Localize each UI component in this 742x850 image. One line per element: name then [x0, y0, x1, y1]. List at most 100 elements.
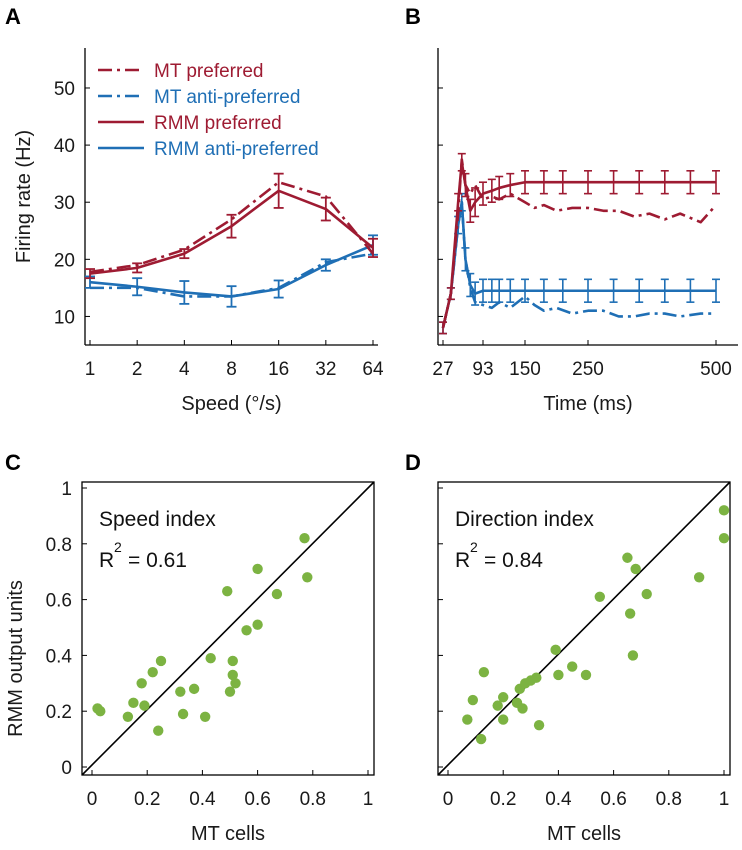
scatter-point — [299, 533, 310, 544]
y-tick-label: 0.2 — [46, 702, 72, 723]
scatter-point — [302, 572, 313, 583]
plot-frame — [437, 481, 731, 776]
panel-d: D 0 0.2 0.4 0.6 0.8 1 MT cells Direction index R2… — [405, 450, 731, 845]
scatter-point — [622, 552, 633, 563]
legend-label: RMM preferred — [154, 113, 282, 134]
scatter-point — [718, 505, 730, 516]
x-tick-label: 93 — [472, 359, 493, 380]
x-tick-label: 150 — [509, 359, 541, 380]
scatter-point — [533, 719, 545, 731]
scatter-point — [567, 661, 578, 672]
scatter-point — [222, 586, 233, 597]
scatter-point — [139, 700, 150, 711]
scatter-point — [155, 655, 167, 667]
scatter-point — [230, 678, 241, 689]
panel-letter-b: B — [405, 4, 421, 29]
x-tick-label: 0.4 — [545, 789, 572, 810]
scatter-point — [475, 733, 487, 745]
y-tick-label: 50 — [54, 79, 75, 100]
x-tick-label: 0.6 — [600, 789, 626, 810]
x-tick-label: 1 — [363, 789, 374, 810]
plot-frame — [81, 481, 375, 776]
x-tick-label: 1 — [85, 359, 96, 380]
y-tick-label: 0.8 — [46, 535, 72, 556]
x-tick-label: 0.8 — [300, 789, 326, 810]
scatter-point — [580, 669, 592, 681]
scatter-point — [627, 650, 639, 661]
x-tick-label: 0.8 — [656, 789, 682, 810]
scatter-point — [175, 686, 186, 697]
identity-line — [437, 481, 731, 776]
panel-letter: D — [405, 450, 421, 475]
scatter-point — [624, 608, 636, 619]
y-tick-label: 40 — [54, 136, 75, 157]
scatter-point — [630, 563, 641, 575]
x-tick-label: 4 — [179, 359, 190, 380]
legend-label: RMM anti-preferred — [154, 139, 319, 160]
scatter-point — [517, 703, 528, 714]
scatter-point — [498, 692, 509, 703]
x-tick-label: 0.2 — [490, 789, 516, 810]
y-axis-label: RMM output units — [5, 580, 27, 737]
scatter-point — [227, 655, 238, 667]
panel-c: C 0 0.2 0.4 0.6 0.8 1 0 0.2 0.4 0.6 0.8 1 MT cells RMM… — [5, 450, 375, 845]
series-line — [441, 160, 716, 329]
y-tick-label: 0 — [61, 758, 72, 779]
x-axis-label: MT cells — [547, 823, 621, 845]
scatter-point — [224, 686, 236, 697]
x-tick-label: 0.2 — [134, 789, 160, 810]
x-tick-label: 32 — [315, 359, 336, 380]
panel-b: B 27 93 150 250 500 Time (ms) — [405, 4, 738, 415]
scatter-point — [199, 711, 211, 722]
r2-exponent: 2 — [114, 539, 122, 555]
scatter-point — [177, 708, 189, 720]
scatter-point — [718, 533, 730, 544]
scatter-point — [594, 591, 605, 603]
r2-symbol: R — [99, 549, 114, 572]
scatter-point — [462, 714, 473, 725]
y-tick-label: 10 — [54, 307, 75, 328]
scatter-point — [693, 572, 705, 583]
x-tick-label: 0 — [87, 789, 98, 810]
scatter-point — [136, 678, 147, 689]
x-tick-label: 0 — [443, 789, 454, 810]
x-axis-label: Speed (°/s) — [181, 393, 281, 415]
x-tick-label: 64 — [362, 359, 384, 380]
scatter-point — [205, 652, 216, 664]
y-tick-label: 1 — [61, 479, 72, 500]
panel-a: A 10 20 30 40 50 1 2 4 8 16 32 64 Speed (°/s) Firing r… — [5, 4, 384, 415]
r2-value: = 0.84 — [484, 549, 543, 572]
r2-value: = 0.61 — [128, 549, 187, 572]
scatter-point — [252, 619, 263, 630]
panel-letter: C — [5, 450, 21, 475]
r2-symbol: R — [455, 549, 470, 572]
x-axis-label: Time (ms) — [543, 393, 632, 415]
x-tick-label: 0.4 — [189, 789, 216, 810]
scatter-point — [531, 672, 542, 683]
scatter-point — [550, 644, 561, 656]
scatter-point — [467, 694, 479, 706]
y-tick-label: 0.4 — [46, 646, 73, 667]
scatter-point — [95, 706, 106, 717]
scatter-point — [147, 666, 158, 678]
x-tick-label: 1 — [719, 789, 730, 810]
x-axis-label: MT cells — [191, 823, 265, 845]
x-tick-label: 27 — [432, 359, 453, 380]
x-tick-label: 16 — [268, 359, 289, 380]
identity-line — [81, 481, 375, 776]
x-tick-label: 500 — [700, 359, 732, 380]
scatter-point — [553, 669, 564, 681]
y-axis-label: Firing rate (Hz) — [13, 130, 35, 263]
scatter-point — [498, 714, 509, 725]
series-line — [441, 200, 716, 329]
panel-letter-a: A — [5, 4, 21, 29]
r2-exponent: 2 — [470, 539, 478, 555]
legend-label: MT anti-preferred — [154, 87, 300, 108]
scatter-point — [227, 669, 238, 681]
x-tick-label: 2 — [132, 359, 143, 380]
scatter-point — [641, 588, 652, 600]
scatter-point — [153, 725, 164, 736]
scatter-point — [122, 711, 134, 722]
index-title: Direction index — [455, 508, 594, 531]
